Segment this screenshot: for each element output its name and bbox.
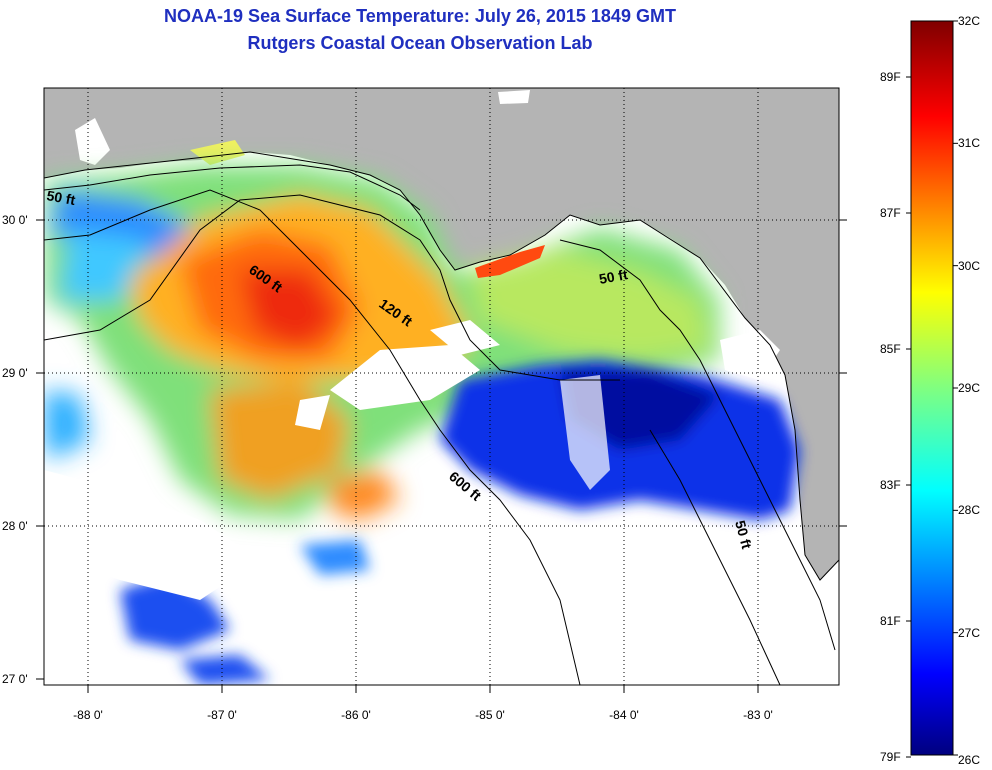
colorbar-celsius-labels: 32C 31C 30C 29C 28C 27C 26C bbox=[958, 14, 980, 767]
contour-label: 50 ft bbox=[45, 187, 76, 208]
colorbar bbox=[910, 20, 954, 756]
celsius-label: 27C bbox=[958, 626, 980, 640]
lat-label: 29 0' bbox=[2, 366, 28, 380]
cool-patch bbox=[300, 540, 370, 575]
title-line-2: Rutgers Coastal Ocean Observation Lab bbox=[247, 33, 593, 53]
fahrenheit-label: 81F bbox=[880, 614, 901, 628]
colorbar-fahrenheit-labels: 89F 87F 85F 83F 81F 79F bbox=[880, 70, 901, 764]
colorbar-ticks bbox=[906, 20, 958, 758]
depth-contours bbox=[44, 164, 836, 685]
lon-label: -87 0' bbox=[207, 708, 237, 722]
lake bbox=[498, 90, 530, 104]
celsius-label: 32C bbox=[958, 14, 980, 28]
celsius-label: 31C bbox=[958, 136, 980, 150]
lat-label: 28 0' bbox=[2, 519, 28, 533]
axis-ticks bbox=[36, 219, 847, 693]
contour-label: 50 ft bbox=[598, 266, 629, 287]
land bbox=[44, 88, 839, 580]
lat-label: 27 0' bbox=[2, 672, 28, 686]
lon-label: -84 0' bbox=[609, 708, 639, 722]
celsius-label: 26C bbox=[958, 753, 980, 767]
fahrenheit-label: 83F bbox=[880, 478, 901, 492]
cloud-gaps bbox=[44, 320, 780, 600]
lon-label: -88 0' bbox=[73, 708, 103, 722]
title-line-1: NOAA-19 Sea Surface Temperature: July 26… bbox=[164, 6, 676, 26]
cool-patch bbox=[120, 575, 230, 650]
coastline bbox=[44, 151, 839, 581]
fahrenheit-label: 85F bbox=[880, 342, 901, 356]
bay-inlet-warm bbox=[190, 140, 245, 165]
map-frame bbox=[43, 87, 840, 686]
graticule bbox=[44, 88, 839, 685]
sst-field bbox=[44, 165, 720, 520]
lat-label: 30 0' bbox=[2, 213, 28, 227]
celsius-label: 29C bbox=[958, 381, 980, 395]
lon-label: -85 0' bbox=[475, 708, 505, 722]
bay-inlet bbox=[75, 118, 110, 165]
fahrenheit-label: 79F bbox=[880, 750, 901, 764]
lon-label: -86 0' bbox=[341, 708, 371, 722]
lon-label: -83 0' bbox=[743, 708, 773, 722]
fahrenheit-label: 87F bbox=[880, 206, 901, 220]
warm-coastal-strip bbox=[475, 245, 545, 278]
cool-patch bbox=[180, 655, 270, 685]
fahrenheit-label: 89F bbox=[880, 70, 901, 84]
celsius-label: 28C bbox=[958, 503, 980, 517]
celsius-label: 30C bbox=[958, 259, 980, 273]
contour-label: 50 ft bbox=[732, 519, 755, 551]
